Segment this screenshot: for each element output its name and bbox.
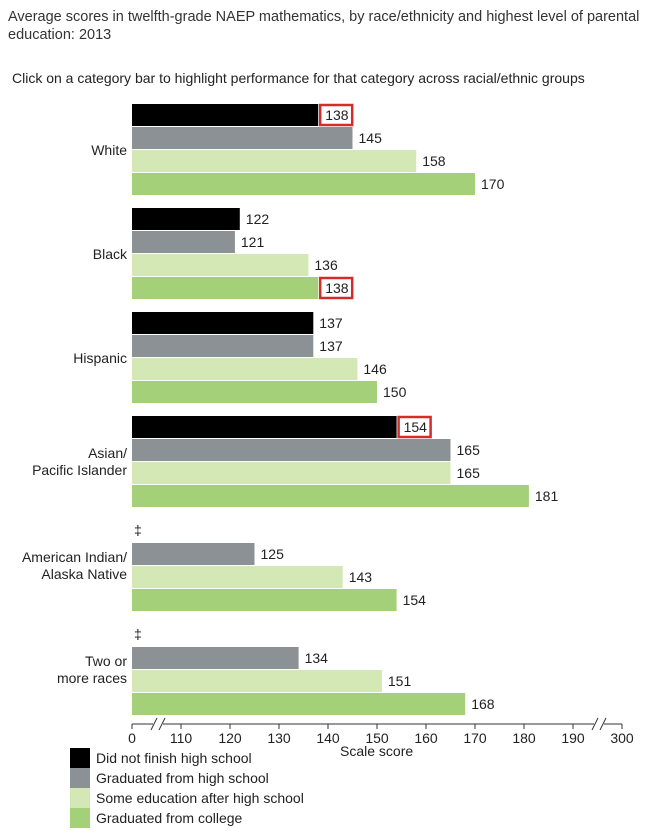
no-data-note: ‡ <box>134 522 142 538</box>
bar-graduated-from-college[interactable] <box>132 173 475 195</box>
bar-did-not-finish-high-school[interactable] <box>132 208 240 230</box>
bar-value-label: 138 <box>325 107 349 123</box>
bar-value-label: 121 <box>241 234 265 250</box>
x-tick-label: 190 <box>561 730 585 746</box>
bar-value-label: 168 <box>471 696 495 712</box>
legend-item[interactable]: Did not finish high school <box>70 748 304 768</box>
axis-break-gap <box>153 718 163 730</box>
bar-did-not-finish-high-school[interactable] <box>132 104 319 126</box>
bar-chart: White 138 145 158 170 Black 122 121 136 138 Hispan… <box>22 103 634 746</box>
chart-title: Average scores in twelfth-grade NAEP mat… <box>8 9 640 43</box>
group-label: Asian/ <box>88 445 127 461</box>
bar-graduated-from-college[interactable] <box>132 589 397 611</box>
legend-swatch <box>70 748 90 768</box>
x-tick-label: 120 <box>218 730 242 746</box>
bar-value-label: 137 <box>319 315 343 331</box>
legend: Did not finish high school Graduated fro… <box>70 748 304 828</box>
group-label: Alaska Native <box>41 566 127 582</box>
chart-instruction: Click on a category bar to highlight per… <box>12 70 585 86</box>
axis-break-mark <box>158 717 166 731</box>
bar-value-label: 150 <box>383 384 407 400</box>
bar-some-education-after-high-school[interactable] <box>132 150 417 172</box>
bar-graduated-from-high-school[interactable] <box>132 335 314 357</box>
axis-break-mark <box>150 717 158 731</box>
bar-value-label: 134 <box>305 650 329 666</box>
bar-value-label: 165 <box>457 442 481 458</box>
bar-did-not-finish-high-school[interactable] <box>132 312 314 334</box>
x-tick-label: 170 <box>463 730 487 746</box>
bar-value-label: 154 <box>404 419 428 435</box>
axis-break-mark <box>599 717 607 731</box>
legend-label: Did not finish high school <box>96 750 252 766</box>
x-tick-label: 140 <box>316 730 340 746</box>
bar-value-label: 158 <box>422 153 446 169</box>
legend-swatch <box>70 768 90 788</box>
bar-graduated-from-college[interactable] <box>132 381 377 403</box>
no-data-note: ‡ <box>134 626 142 642</box>
axis-break-mark <box>591 717 599 731</box>
bar-value-label: 122 <box>246 211 270 227</box>
x-axis-label: Scale score <box>340 743 414 759</box>
bar-graduated-from-high-school[interactable] <box>132 127 353 149</box>
legend-swatch <box>70 808 90 828</box>
bar-value-label: 151 <box>388 673 412 689</box>
bar-value-label: 146 <box>363 361 387 377</box>
legend-label: Graduated from high school <box>96 770 269 786</box>
bar-did-not-finish-high-school[interactable] <box>132 416 397 438</box>
legend-swatch <box>70 788 90 808</box>
x-tick-label: 110 <box>170 730 193 746</box>
bar-some-education-after-high-school[interactable] <box>132 254 309 276</box>
bar-value-label: 136 <box>314 257 338 273</box>
bar-value-label: 165 <box>457 465 481 481</box>
legend-item[interactable]: Graduated from high school <box>70 768 304 788</box>
bar-value-label: 145 <box>359 130 383 146</box>
group-label: American Indian/ <box>22 549 127 565</box>
bar-graduated-from-college[interactable] <box>132 485 529 507</box>
group-label: Hispanic <box>73 350 127 366</box>
x-tick-label: 130 <box>267 730 291 746</box>
legend-item[interactable]: Graduated from college <box>70 808 304 828</box>
group-label: Pacific Islander <box>32 462 127 478</box>
highlight-box <box>318 276 354 300</box>
bar-value-label: 154 <box>403 592 427 608</box>
bar-graduated-from-high-school[interactable] <box>132 231 235 253</box>
bar-some-education-after-high-school[interactable] <box>132 462 451 484</box>
x-tick-label: 160 <box>414 730 438 746</box>
bar-value-label: 170 <box>481 176 505 192</box>
bar-graduated-from-college[interactable] <box>132 277 319 299</box>
highlight-box <box>318 103 354 127</box>
group-label: more races <box>57 670 127 686</box>
x-tick-label: 0 <box>128 730 136 746</box>
x-tick-label: 150 <box>365 730 389 746</box>
legend-label: Some education after high school <box>96 790 304 806</box>
group-label: Black <box>93 246 128 262</box>
bar-some-education-after-high-school[interactable] <box>132 566 343 588</box>
axis-break-gap <box>594 718 604 730</box>
legend-label: Graduated from college <box>96 810 243 826</box>
bar-value-label: 125 <box>261 546 285 562</box>
bar-some-education-after-high-school[interactable] <box>132 358 358 380</box>
bar-value-label: 181 <box>535 488 559 504</box>
legend-item[interactable]: Some education after high school <box>70 788 304 808</box>
bar-some-education-after-high-school[interactable] <box>132 670 382 692</box>
group-label: Two or <box>85 653 127 669</box>
bar-value-label: 138 <box>325 280 349 296</box>
bar-value-label: 143 <box>349 569 373 585</box>
bar-graduated-from-high-school[interactable] <box>132 543 255 565</box>
bar-graduated-from-college[interactable] <box>132 693 466 715</box>
bar-graduated-from-high-school[interactable] <box>132 647 299 669</box>
bar-graduated-from-high-school[interactable] <box>132 439 451 461</box>
x-tick-label: 300 <box>610 730 634 746</box>
x-tick-label: 180 <box>512 730 536 746</box>
group-label: White <box>91 142 127 158</box>
highlight-box <box>397 415 432 439</box>
bar-value-label: 137 <box>319 338 343 354</box>
